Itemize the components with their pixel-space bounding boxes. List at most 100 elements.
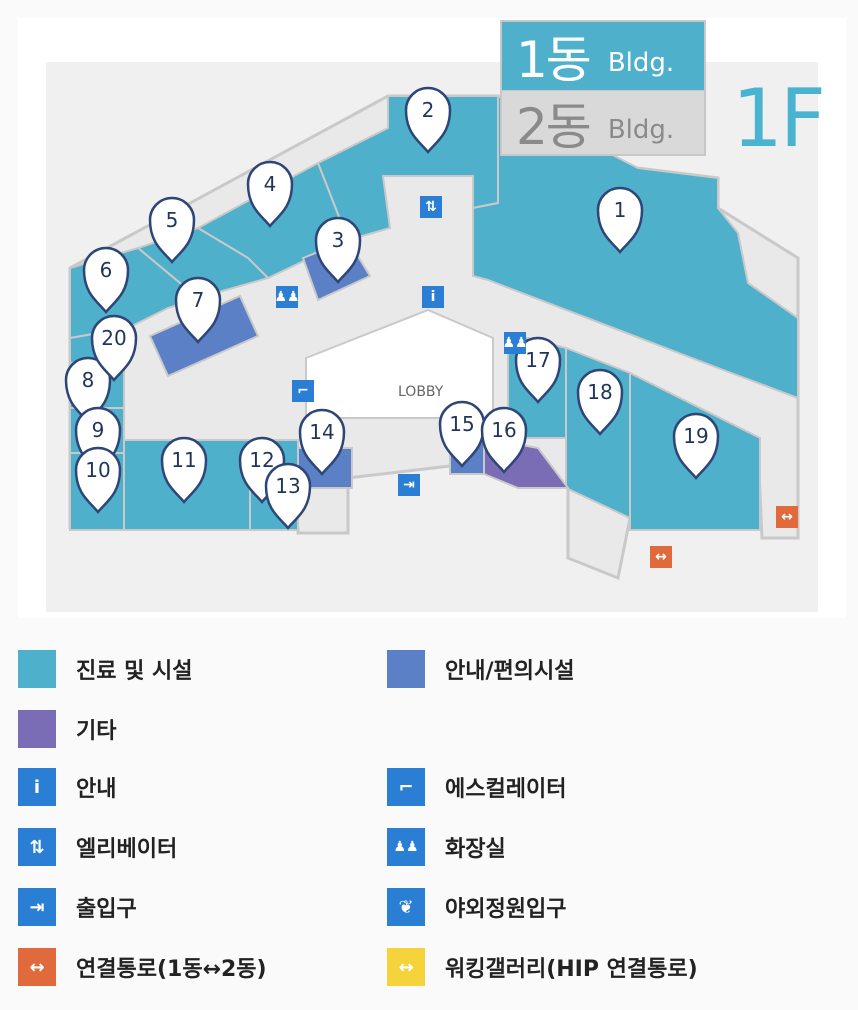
room-marker-5[interactable]: 5 xyxy=(148,196,196,264)
marker-number: 8 xyxy=(82,368,95,392)
lobby-area xyxy=(305,308,494,419)
marker-pin-icon xyxy=(314,216,362,284)
marker-pin-icon xyxy=(576,368,624,436)
room-1 xyxy=(472,94,799,400)
marker-pin-icon xyxy=(596,186,644,254)
marker-pin-icon xyxy=(174,276,222,344)
room-marker-3[interactable]: 3 xyxy=(314,216,362,284)
legend-guide: 안내/편의시설 xyxy=(387,650,574,688)
marker-number: 17 xyxy=(525,348,550,372)
legend-restroom-label: 화장실 xyxy=(445,837,506,862)
legend-garden-label: 야외정원입구 xyxy=(445,897,567,922)
marker-number: 1 xyxy=(614,198,627,222)
marker-number: 16 xyxy=(491,418,516,442)
floor-label: 1F xyxy=(732,72,826,165)
legend-hip-label: 워킹갤러리(HIP 연결통로) xyxy=(445,957,698,982)
marker-pin-icon xyxy=(480,406,528,474)
room-marker-14[interactable]: 14 xyxy=(298,408,346,476)
marker-pin-icon xyxy=(246,160,294,228)
legend-clinic-label: 진료 및 시설 xyxy=(76,659,193,684)
legend-other: 기타 xyxy=(18,710,116,748)
marker-number: 5 xyxy=(166,208,179,232)
marker-number: 3 xyxy=(332,228,345,252)
marker-pin-icon xyxy=(404,86,452,154)
exit-icon: ⇥ xyxy=(18,888,56,926)
marker-pin-icon xyxy=(264,462,312,530)
leaf-icon: ❦ xyxy=(387,888,425,926)
marker-pin-icon xyxy=(64,356,112,424)
legend-connector-label: 연결통로(1동↔2동) xyxy=(76,957,267,982)
legend-other-label: 기타 xyxy=(76,719,117,744)
room-marker-7[interactable]: 7 xyxy=(174,276,222,344)
room-marker-2[interactable]: 2 xyxy=(404,86,452,154)
other-swatch xyxy=(18,710,56,748)
legend-guide-label: 안내/편의시설 xyxy=(445,659,575,684)
building-1-eng: Bldg. xyxy=(607,48,675,78)
room-marker-16[interactable]: 16 xyxy=(480,406,528,474)
marker-pin-icon xyxy=(74,446,122,514)
room-marker-20[interactable]: 20 xyxy=(90,314,138,382)
escalator-icon: ⌐ xyxy=(292,380,314,402)
marker-number: 6 xyxy=(100,258,113,282)
room-marker-6[interactable]: 6 xyxy=(82,246,130,314)
room-marker-10[interactable]: 10 xyxy=(74,446,122,514)
marker-pin-icon xyxy=(160,436,208,504)
restroom-icon: ♟♟ xyxy=(502,332,528,354)
marker-number: 13 xyxy=(275,474,300,498)
room-marker-17[interactable]: 17 xyxy=(514,336,562,404)
lobby-label: LOBBY xyxy=(398,384,444,400)
legend-garden: ❦ 야외정원입구 xyxy=(387,888,566,926)
marker-pin-icon xyxy=(90,314,138,382)
legend-restroom: ♟♟ 화장실 xyxy=(387,828,506,866)
marker-pin-icon xyxy=(514,336,562,404)
legend-info: i 안내 xyxy=(18,768,116,806)
legend-clinic: 진료 및 시설 xyxy=(18,650,193,688)
legend-exit-label: 출입구 xyxy=(76,897,137,922)
marker-pin-icon xyxy=(82,246,130,314)
legend-hip: ↔ 워킹갤러리(HIP 연결통로) xyxy=(387,948,698,986)
marker-pin-icon xyxy=(148,196,196,264)
connector-icon: ↔ xyxy=(18,948,56,986)
building-1-tab[interactable]: 1동 Bldg. xyxy=(500,20,706,90)
legend-info-label: 안내 xyxy=(76,777,117,802)
elevator-icon: ⇅ xyxy=(420,196,442,218)
marker-number: 10 xyxy=(85,458,110,482)
legend-connector: ↔ 연결통로(1동↔2동) xyxy=(18,948,267,986)
room-marker-8[interactable]: 8 xyxy=(64,356,112,424)
restroom-icon: ♟♟ xyxy=(274,286,300,308)
marker-pin-icon xyxy=(438,400,486,468)
marker-number: 9 xyxy=(92,418,105,442)
marker-number: 7 xyxy=(192,288,205,312)
building-2-tab[interactable]: 2동 Bldg. xyxy=(500,90,706,156)
legend-exit: ⇥ 출입구 xyxy=(18,888,137,926)
exit-icon: ⇥ xyxy=(398,474,420,496)
room-marker-4[interactable]: 4 xyxy=(246,160,294,228)
room-marker-11[interactable]: 11 xyxy=(160,436,208,504)
elevator-icon: ⇅ xyxy=(18,828,56,866)
room-marker-15[interactable]: 15 xyxy=(438,400,486,468)
marker-number: 18 xyxy=(587,380,612,404)
room-marker-18[interactable]: 18 xyxy=(576,368,624,436)
guide-swatch xyxy=(387,650,425,688)
building-2-eng: Bldg. xyxy=(607,114,675,145)
marker-number: 20 xyxy=(101,326,126,350)
marker-number: 4 xyxy=(264,172,277,196)
building-1-num: 1동 xyxy=(516,31,592,89)
legend-escalator: ⌐ 에스컬레이터 xyxy=(387,768,566,806)
room-marker-13[interactable]: 13 xyxy=(264,462,312,530)
marker-number: 14 xyxy=(309,420,334,444)
marker-pin-icon xyxy=(298,408,346,476)
restroom-icon: ♟♟ xyxy=(387,828,425,866)
marker-pin-icon xyxy=(672,412,720,480)
info-icon: i xyxy=(18,768,56,806)
marker-number: 11 xyxy=(171,448,196,472)
info-icon: i xyxy=(422,286,444,308)
room-marker-1[interactable]: 1 xyxy=(596,186,644,254)
marker-number: 12 xyxy=(249,448,274,472)
room-marker-19[interactable]: 19 xyxy=(672,412,720,480)
map-panel: 1 2 3 4 5 6 7 8 9 10 11 12 13 14 15 16 17 18 19 20 LOBBY ⇅ … xyxy=(18,18,846,618)
marker-number: 2 xyxy=(422,98,435,122)
escalator-icon: ⌐ xyxy=(387,768,425,806)
